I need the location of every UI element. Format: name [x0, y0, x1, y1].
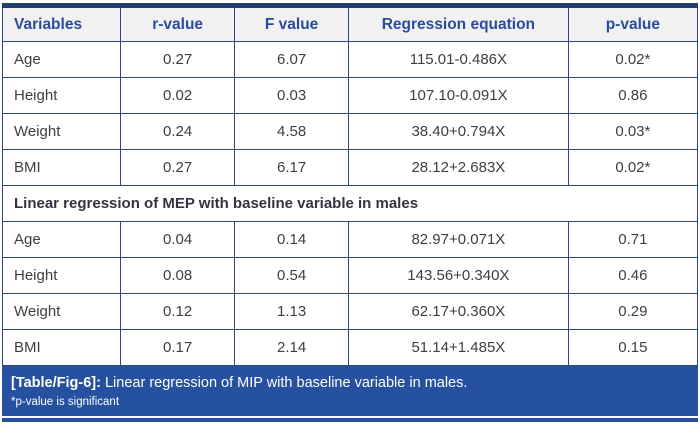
cell-r-value: 0.24	[120, 113, 236, 150]
column-header-regression-equation: Regression equation	[348, 3, 569, 42]
cell-regression-equation: 82.97+0.071X	[348, 221, 569, 258]
cell-p-value: 0.15	[567, 329, 699, 366]
table-row-mep-age: Age 0.04 0.14 82.97+0.071X 0.71	[1, 221, 699, 258]
cell-regression-equation: 115.01-0.486X	[348, 41, 569, 78]
cell-r-value: 0.27	[120, 149, 236, 186]
cell-f-value: 2.14	[234, 329, 350, 366]
cell-r-value: 0.04	[120, 221, 236, 258]
column-header-p-value: p-value	[567, 3, 699, 42]
cell-f-value: 6.07	[234, 41, 350, 78]
caption-footnote: *p-value is significant	[11, 396, 120, 408]
cell-p-value: 0.86	[567, 77, 699, 114]
regression-table: Variables r-value F value Regression equ…	[1, 3, 699, 366]
cell-f-value: 0.54	[234, 257, 350, 294]
table-row-mep-weight: Weight 0.12 1.13 62.17+0.360X 0.29	[1, 293, 699, 330]
cell-f-value: 4.58	[234, 113, 350, 150]
cell-variable: BMI	[1, 329, 122, 366]
cell-p-value: 0.29	[567, 293, 699, 330]
cell-regression-equation: 143.56+0.340X	[348, 257, 569, 294]
cell-regression-equation: 38.40+0.794X	[348, 113, 569, 150]
column-header-f-value: F value	[234, 3, 350, 42]
section-header-mep: Linear regression of MEP with baseline v…	[2, 185, 698, 222]
cell-r-value: 0.27	[120, 41, 236, 78]
cell-p-value: 0.03*	[567, 113, 699, 150]
table-row-mip-age: Age 0.27 6.07 115.01-0.486X 0.02*	[1, 41, 699, 78]
cell-f-value: 0.03	[234, 77, 350, 114]
cell-r-value: 0.02	[120, 77, 236, 114]
cell-regression-equation: 107.10-0.091X	[348, 77, 569, 114]
table-row-mep-bmi: BMI 0.17 2.14 51.14+1.485X 0.15	[1, 329, 699, 366]
cell-p-value: 0.02*	[567, 41, 699, 78]
cell-r-value: 0.12	[120, 293, 236, 330]
cell-variable: Height	[1, 257, 122, 294]
table-row-mip-bmi: BMI 0.27 6.17 28.12+2.683X 0.02*	[1, 149, 699, 186]
cell-variable: BMI	[1, 149, 122, 186]
table-row-mip-height: Height 0.02 0.03 107.10-0.091X 0.86	[1, 77, 699, 114]
bottom-gap	[2, 416, 698, 418]
cell-variable: Age	[1, 221, 122, 258]
cell-r-value: 0.08	[120, 257, 236, 294]
cell-r-value: 0.17	[120, 329, 236, 366]
section-header-row: Linear regression of MEP with baseline v…	[2, 185, 698, 222]
table-row-mep-height: Height 0.08 0.54 143.56+0.340X 0.46	[1, 257, 699, 294]
figure-caption: [Table/Fig-6]: Linear regression of MIP …	[2, 366, 698, 416]
caption-title: [Table/Fig-6]: Linear regression of MIP …	[11, 371, 689, 395]
caption-label: [Table/Fig-6]:	[11, 375, 101, 391]
cell-f-value: 1.13	[234, 293, 350, 330]
cell-f-value: 0.14	[234, 221, 350, 258]
caption-text: Linear regression of MIP with baseline v…	[100, 375, 468, 391]
cell-variable: Weight	[1, 293, 122, 330]
cell-variable: Height	[1, 77, 122, 114]
cell-p-value: 0.71	[567, 221, 699, 258]
bottom-rule	[2, 418, 698, 422]
table-fig-6: Variables r-value F value Regression equ…	[1, 3, 699, 366]
cell-regression-equation: 62.17+0.360X	[348, 293, 569, 330]
cell-f-value: 6.17	[234, 149, 350, 186]
column-header-r-value: r-value	[120, 3, 236, 42]
column-header-variables: Variables	[1, 3, 122, 42]
cell-variable: Weight	[1, 113, 122, 150]
table-row-mip-weight: Weight 0.24 4.58 38.40+0.794X 0.03*	[1, 113, 699, 150]
cell-regression-equation: 51.14+1.485X	[348, 329, 569, 366]
cell-regression-equation: 28.12+2.683X	[348, 149, 569, 186]
cell-p-value: 0.46	[567, 257, 699, 294]
cell-variable: Age	[1, 41, 122, 78]
cell-p-value: 0.02*	[567, 149, 699, 186]
header-row: Variables r-value F value Regression equ…	[1, 3, 699, 42]
